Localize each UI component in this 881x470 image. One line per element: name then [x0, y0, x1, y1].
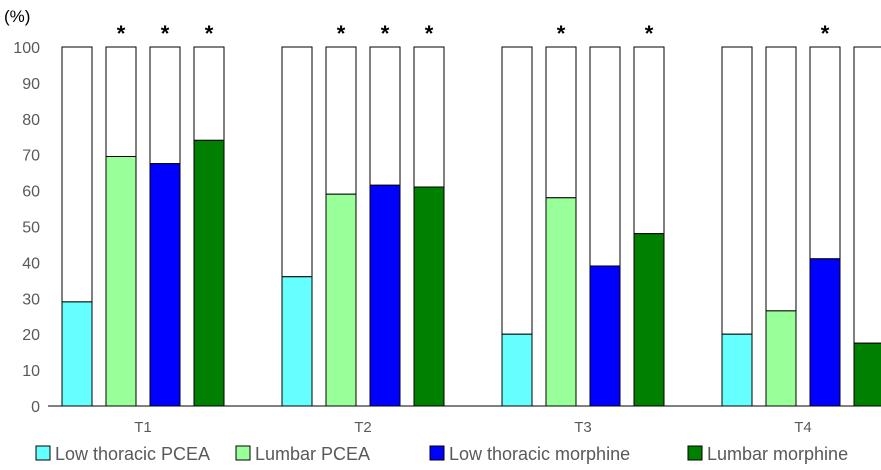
bar-remainder: [633, 46, 665, 235]
legend-swatch: [235, 445, 251, 461]
bar-lumbar-pcea-t2: [325, 193, 357, 407]
bar-remainder: [765, 46, 797, 312]
y-tick-label: 20: [22, 327, 40, 344]
bar-remainder: [413, 46, 445, 188]
x-tick-label: T3: [574, 419, 592, 436]
y-axis-unit-label: (%): [4, 7, 30, 26]
legend-swatch: [429, 445, 445, 461]
bar-remainder: [721, 46, 753, 335]
bar-lumbar-morphine-t2: [413, 186, 445, 407]
bar-low-thoracic-morphine-t4: [809, 258, 841, 407]
x-tick-label: T4: [794, 419, 812, 436]
bar-lumbar-pcea-t3: [545, 197, 577, 407]
bar-low-thoracic-pcea-t2: [281, 276, 313, 407]
bar-low-thoracic-pcea-t1: [61, 301, 93, 407]
legend-label: Low thoracic morphine: [449, 444, 630, 464]
y-tick-label: 10: [22, 363, 40, 380]
y-tick-label: 70: [22, 148, 40, 165]
bar-lumbar-morphine-t3: [633, 233, 665, 407]
y-tick-label: 80: [22, 112, 40, 129]
y-tick-label: 30: [22, 291, 40, 308]
y-tick-label: 0: [31, 399, 40, 416]
legend: Low thoracic PCEA Lumbar PCEA Low thoracic…: [35, 444, 848, 464]
significance-marker: *: [557, 21, 566, 46]
significance-marker: *: [337, 21, 346, 46]
bar-remainder: [589, 46, 621, 267]
y-tick-label: 50: [22, 220, 40, 237]
bar-remainder: [369, 46, 401, 186]
bar-lumbar-pcea-t4: [765, 310, 797, 407]
significance-marker: *: [645, 21, 654, 46]
bar-lumbar-pcea-t1: [105, 155, 137, 407]
legend-label: Low thoracic PCEA: [55, 444, 210, 464]
bar-lumbar-morphine-t4: [853, 342, 881, 407]
y-tick-label: 40: [22, 255, 40, 272]
bar-low-thoracic-pcea-t4: [721, 333, 753, 407]
significance-marker: *: [205, 21, 214, 46]
y-tick-label: 90: [22, 76, 40, 93]
bar-remainder: [853, 46, 881, 344]
significance-marker: *: [821, 21, 830, 46]
y-axis-ticks: 0 10 20 30 40 50 60 70 80 90 100: [13, 40, 40, 416]
bar-remainder: [105, 46, 137, 157]
bar-low-thoracic-morphine-t2: [369, 184, 401, 407]
x-axis-category-labels: T1 T2 T3 T4: [134, 419, 812, 436]
bar-remainder: [325, 46, 357, 195]
y-tick-label: 100: [13, 40, 40, 57]
bar-remainder: [809, 46, 841, 260]
bar-remainder: [193, 46, 225, 141]
bar-area: * * * * * * * * *: [61, 21, 881, 407]
significance-marker: *: [117, 21, 126, 46]
bar-lumbar-morphine-t1: [193, 139, 225, 407]
significance-marker: *: [425, 21, 434, 46]
legend-label: Lumbar morphine: [707, 444, 848, 464]
bar-low-thoracic-morphine-t3: [589, 265, 621, 407]
legend-swatch: [687, 445, 703, 461]
legend-label: Lumbar PCEA: [255, 444, 370, 464]
x-tick-label: T1: [134, 419, 152, 436]
significance-marker: *: [381, 21, 390, 46]
bar-remainder: [281, 46, 313, 278]
y-tick-label: 60: [22, 184, 40, 201]
x-tick-label: T2: [354, 419, 372, 436]
bar-remainder: [61, 46, 93, 303]
bar-remainder: [545, 46, 577, 199]
bar-remainder: [149, 46, 181, 165]
significance-marker: *: [161, 21, 170, 46]
bar-low-thoracic-morphine-t1: [149, 163, 181, 407]
bar-low-thoracic-pcea-t3: [501, 333, 533, 407]
bar-remainder: [501, 46, 533, 335]
legend-swatch: [35, 445, 51, 461]
